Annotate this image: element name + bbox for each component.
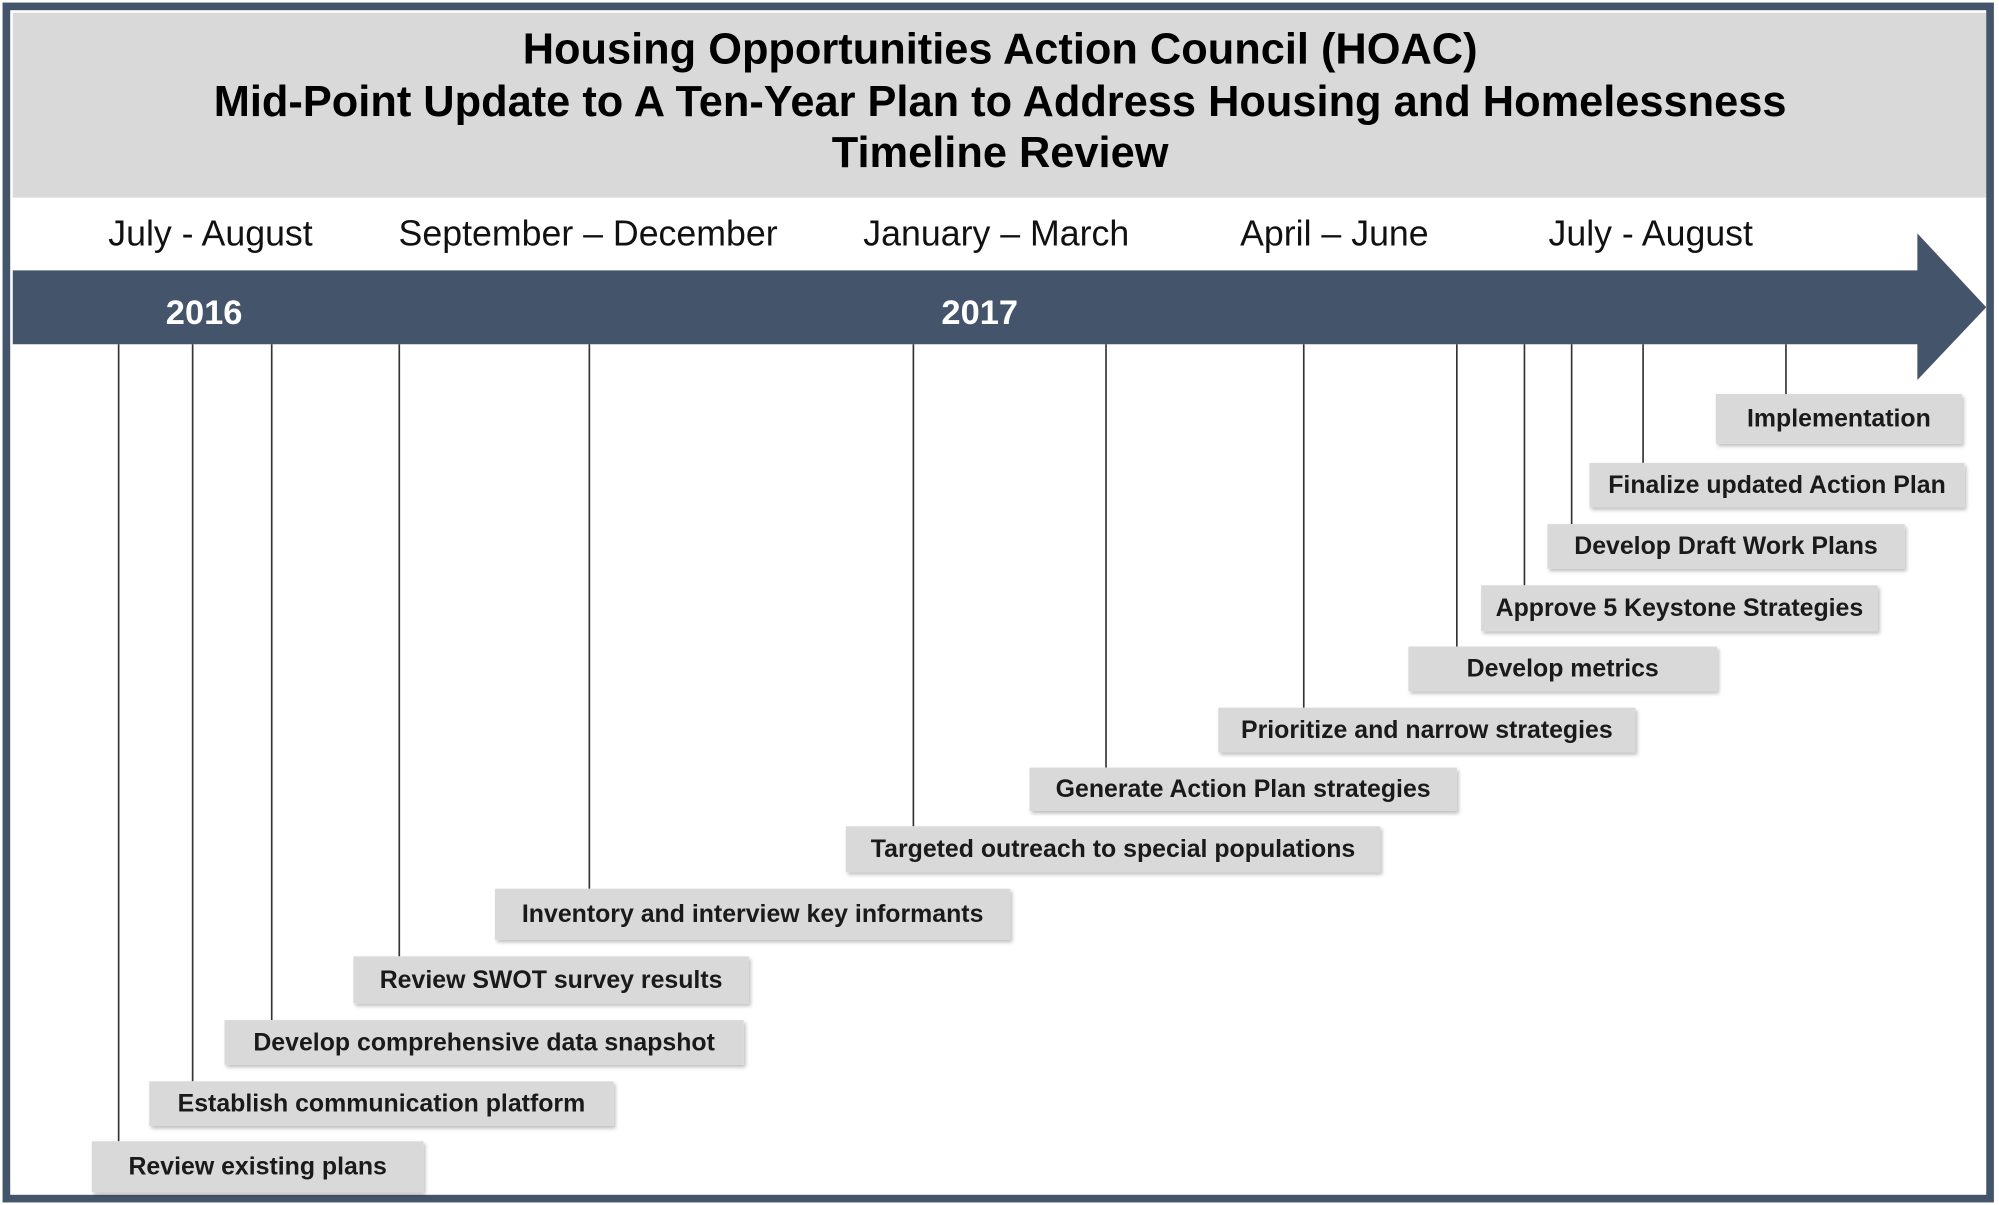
header-band (12, 12, 1987, 198)
milestone-box (1481, 585, 1878, 632)
milestone-label: Review SWOT survey results (380, 966, 723, 994)
milestone-box (149, 1081, 614, 1126)
period-label: July - August (108, 213, 313, 253)
milestone-label: Develop Draft Work Plans (1574, 532, 1878, 560)
milestone-box (224, 1020, 744, 1065)
title-line: Housing Opportunities Action Council (HO… (523, 26, 1478, 74)
milestone-label: Approve 5 Keystone Strategies (1496, 594, 1864, 622)
milestone-label: Implementation (1747, 405, 1931, 433)
milestone-label: Review existing plans (128, 1153, 386, 1181)
milestone-label: Prioritize and narrow strategies (1241, 716, 1613, 744)
milestone-box (353, 956, 749, 1004)
milestone-label: Finalize updated Action Plan (1608, 471, 1946, 499)
milestone-box (845, 826, 1381, 873)
milestone-box (1547, 524, 1905, 569)
title-line: Mid-Point Update to A Ten-Year Plan to A… (214, 78, 1787, 126)
milestone-box (91, 1141, 424, 1193)
milestone-box (1715, 394, 1963, 444)
timeline-arrow (12, 233, 1987, 380)
milestone-box (1408, 646, 1718, 692)
year-label: 2017 (941, 294, 1018, 332)
milestone-box (494, 888, 1011, 940)
period-label: September – December (399, 213, 778, 253)
milestone-label: Inventory and interview key informants (522, 900, 984, 928)
milestone-box (1589, 462, 1965, 508)
milestone-label: Develop metrics (1467, 655, 1659, 683)
content: July - August September – December January… (91, 213, 1965, 1193)
period-label: July - August (1549, 213, 1754, 253)
milestone-label: Develop comprehensive data snapshot (253, 1028, 715, 1056)
milestone-box (1029, 767, 1457, 811)
milestone-label: Establish communication platform (178, 1089, 586, 1117)
milestone-label: Targeted outreach to special populations (871, 835, 1355, 863)
period-label: April – June (1240, 213, 1429, 253)
title-line: Timeline Review (832, 129, 1169, 177)
period-label: January – March (863, 213, 1129, 253)
milestone-box (1218, 707, 1636, 753)
year-label: 2016 (166, 294, 243, 332)
milestone-label: Generate Action Plan strategies (1056, 775, 1431, 803)
